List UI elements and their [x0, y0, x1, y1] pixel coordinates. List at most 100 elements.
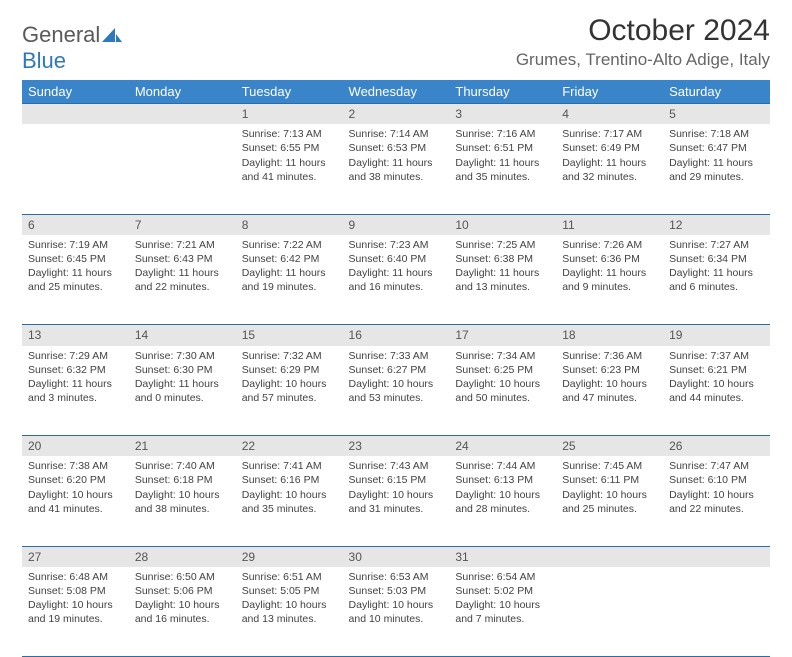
day-cell: Sunrise: 7:30 AMSunset: 6:30 PMDaylight:… [129, 346, 236, 436]
day-cell: Sunrise: 7:37 AMSunset: 6:21 PMDaylight:… [663, 346, 770, 436]
sunrise-text: Sunrise: 7:17 AM [562, 127, 657, 141]
day-number: 24 [449, 436, 556, 457]
day-number: 19 [663, 325, 770, 346]
sunrise-text: Sunrise: 7:32 AM [242, 349, 337, 363]
sunset-text: Sunset: 6:25 PM [455, 363, 550, 377]
sunset-text: Sunset: 6:40 PM [349, 252, 444, 266]
daylight-text: Daylight: 11 hours and 38 minutes. [349, 156, 444, 184]
day-number-row: 13141516171819 [22, 325, 770, 346]
sunrise-text: Sunrise: 7:45 AM [562, 459, 657, 473]
daylight-text: Daylight: 11 hours and 16 minutes. [349, 266, 444, 294]
logo-word2: Blue [22, 48, 66, 73]
sunset-text: Sunset: 6:15 PM [349, 473, 444, 487]
day-number: 26 [663, 436, 770, 457]
day-body-row: Sunrise: 7:29 AMSunset: 6:32 PMDaylight:… [22, 346, 770, 436]
sunrise-text: Sunrise: 7:29 AM [28, 349, 123, 363]
sunrise-text: Sunrise: 7:21 AM [135, 238, 230, 252]
day-cell: Sunrise: 7:36 AMSunset: 6:23 PMDaylight:… [556, 346, 663, 436]
daylight-text: Daylight: 10 hours and 25 minutes. [562, 488, 657, 516]
sunset-text: Sunset: 6:29 PM [242, 363, 337, 377]
sunrise-text: Sunrise: 7:33 AM [349, 349, 444, 363]
day-number: 6 [22, 214, 129, 235]
day-number: 7 [129, 214, 236, 235]
sunset-text: Sunset: 6:53 PM [349, 141, 444, 155]
day-number: 2 [343, 104, 450, 125]
day-number: 20 [22, 436, 129, 457]
day-number: 28 [129, 546, 236, 567]
day-number: 9 [343, 214, 450, 235]
sunset-text: Sunset: 5:08 PM [28, 584, 123, 598]
daylight-text: Daylight: 11 hours and 29 minutes. [669, 156, 764, 184]
day-number: 1 [236, 104, 343, 125]
day-cell: Sunrise: 7:29 AMSunset: 6:32 PMDaylight:… [22, 346, 129, 436]
sunset-text: Sunset: 6:42 PM [242, 252, 337, 266]
daylight-text: Daylight: 11 hours and 35 minutes. [455, 156, 550, 184]
sunrise-text: Sunrise: 7:34 AM [455, 349, 550, 363]
daylight-text: Daylight: 10 hours and 7 minutes. [455, 598, 550, 626]
sunrise-text: Sunrise: 6:50 AM [135, 570, 230, 584]
day-cell: Sunrise: 7:19 AMSunset: 6:45 PMDaylight:… [22, 235, 129, 325]
sunrise-text: Sunrise: 7:25 AM [455, 238, 550, 252]
title-block: October 2024 Grumes, Trentino-Alto Adige… [516, 14, 770, 70]
sunrise-text: Sunrise: 7:19 AM [28, 238, 123, 252]
sunset-text: Sunset: 6:23 PM [562, 363, 657, 377]
logo: General Blue [22, 22, 122, 74]
daylight-text: Daylight: 11 hours and 3 minutes. [28, 377, 123, 405]
day-number: 3 [449, 104, 556, 125]
month-title: October 2024 [516, 14, 770, 48]
weekday-header: Wednesday [343, 80, 450, 104]
day-number: 31 [449, 546, 556, 567]
day-number: 27 [22, 546, 129, 567]
logo-word1: General [22, 22, 100, 47]
logo-sail-icon [102, 22, 122, 48]
sunset-text: Sunset: 6:20 PM [28, 473, 123, 487]
sunrise-text: Sunrise: 7:43 AM [349, 459, 444, 473]
daylight-text: Daylight: 11 hours and 6 minutes. [669, 266, 764, 294]
day-cell: Sunrise: 7:41 AMSunset: 6:16 PMDaylight:… [236, 456, 343, 546]
day-number: 23 [343, 436, 450, 457]
day-cell: Sunrise: 7:32 AMSunset: 6:29 PMDaylight:… [236, 346, 343, 436]
day-number: 18 [556, 325, 663, 346]
day-cell [22, 124, 129, 214]
weekday-header: Sunday [22, 80, 129, 104]
sunset-text: Sunset: 6:18 PM [135, 473, 230, 487]
day-number: 25 [556, 436, 663, 457]
sunrise-text: Sunrise: 6:48 AM [28, 570, 123, 584]
sunrise-text: Sunrise: 7:47 AM [669, 459, 764, 473]
day-cell: Sunrise: 7:21 AMSunset: 6:43 PMDaylight:… [129, 235, 236, 325]
daylight-text: Daylight: 10 hours and 57 minutes. [242, 377, 337, 405]
sunrise-text: Sunrise: 7:27 AM [669, 238, 764, 252]
daylight-text: Daylight: 11 hours and 32 minutes. [562, 156, 657, 184]
day-number-row: 2728293031 [22, 546, 770, 567]
daylight-text: Daylight: 10 hours and 47 minutes. [562, 377, 657, 405]
day-cell: Sunrise: 7:14 AMSunset: 6:53 PMDaylight:… [343, 124, 450, 214]
sunset-text: Sunset: 5:02 PM [455, 584, 550, 598]
day-cell: Sunrise: 7:13 AMSunset: 6:55 PMDaylight:… [236, 124, 343, 214]
sunset-text: Sunset: 6:13 PM [455, 473, 550, 487]
day-cell: Sunrise: 7:43 AMSunset: 6:15 PMDaylight:… [343, 456, 450, 546]
sunset-text: Sunset: 6:11 PM [562, 473, 657, 487]
day-body-row: Sunrise: 7:13 AMSunset: 6:55 PMDaylight:… [22, 124, 770, 214]
daylight-text: Daylight: 11 hours and 0 minutes. [135, 377, 230, 405]
sunset-text: Sunset: 6:10 PM [669, 473, 764, 487]
day-number: 21 [129, 436, 236, 457]
day-number-row: 20212223242526 [22, 436, 770, 457]
day-cell: Sunrise: 7:18 AMSunset: 6:47 PMDaylight:… [663, 124, 770, 214]
day-number: 30 [343, 546, 450, 567]
daylight-text: Daylight: 11 hours and 13 minutes. [455, 266, 550, 294]
sunset-text: Sunset: 6:27 PM [349, 363, 444, 377]
sunrise-text: Sunrise: 7:14 AM [349, 127, 444, 141]
sunset-text: Sunset: 6:38 PM [455, 252, 550, 266]
daylight-text: Daylight: 11 hours and 19 minutes. [242, 266, 337, 294]
day-number: 29 [236, 546, 343, 567]
logo-text: General Blue [22, 22, 122, 74]
day-number: 11 [556, 214, 663, 235]
sunrise-text: Sunrise: 7:40 AM [135, 459, 230, 473]
sunset-text: Sunset: 6:21 PM [669, 363, 764, 377]
sunrise-text: Sunrise: 7:44 AM [455, 459, 550, 473]
sunset-text: Sunset: 6:32 PM [28, 363, 123, 377]
day-number [556, 546, 663, 567]
day-cell: Sunrise: 7:44 AMSunset: 6:13 PMDaylight:… [449, 456, 556, 546]
sunset-text: Sunset: 6:51 PM [455, 141, 550, 155]
sunrise-text: Sunrise: 7:37 AM [669, 349, 764, 363]
